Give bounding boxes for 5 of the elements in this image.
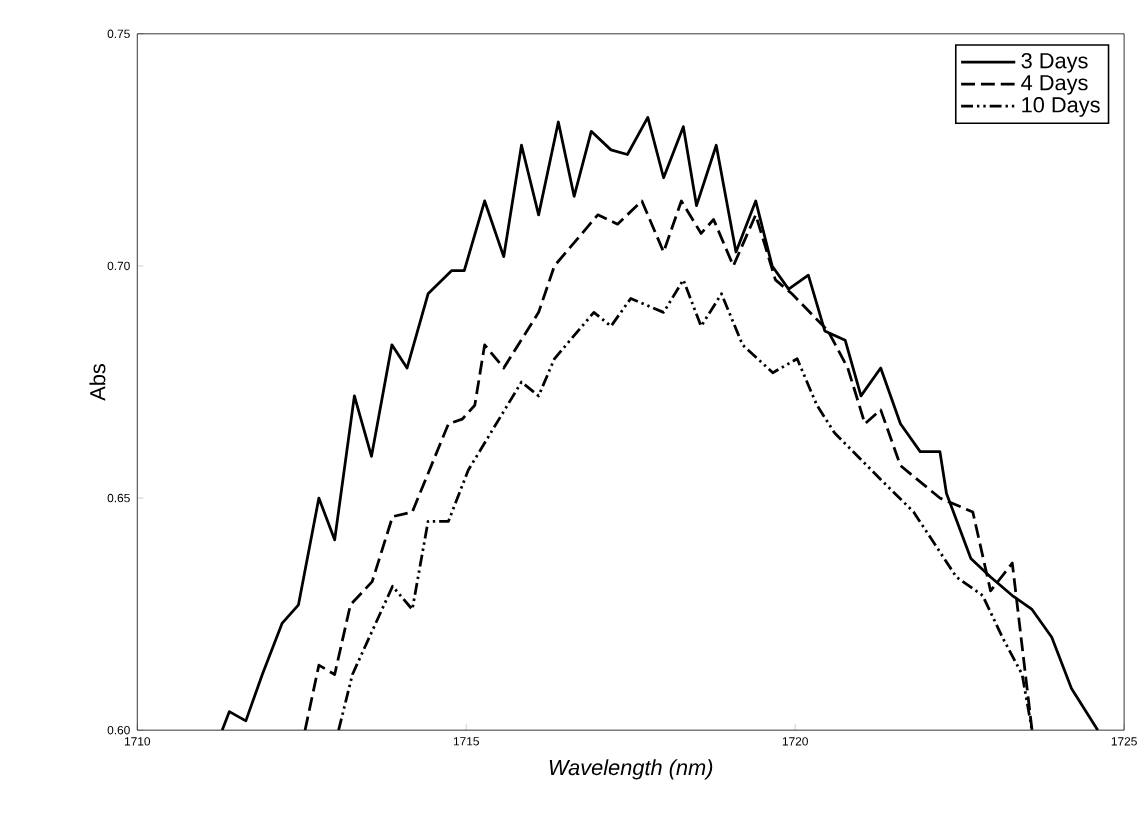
legend-label: 3 Days bbox=[1021, 53, 1088, 73]
legend-label: 4 Days bbox=[1021, 75, 1088, 95]
x-axis-title: Wavelength (nm) bbox=[549, 759, 713, 780]
legend-label: 10 Days bbox=[1022, 97, 1100, 117]
y-axis-title: Abs bbox=[89, 364, 106, 401]
